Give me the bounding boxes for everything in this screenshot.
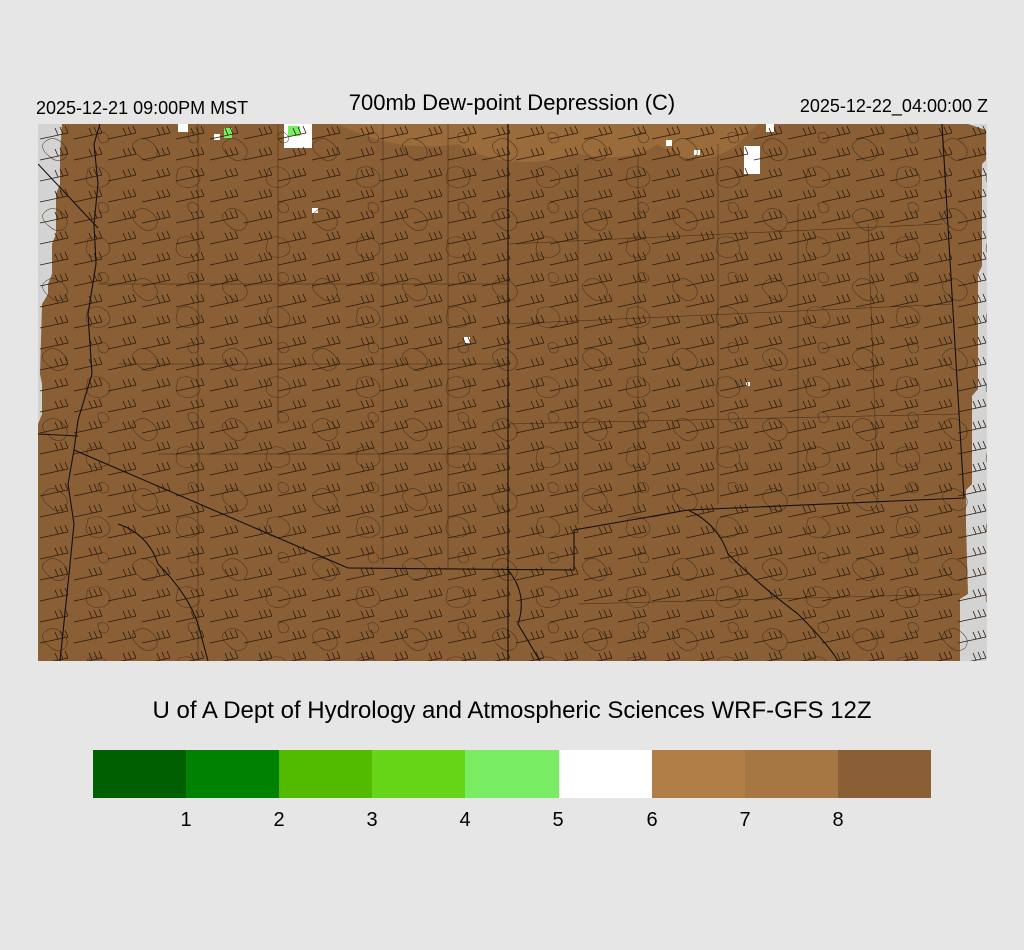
color-swatch	[186, 750, 280, 798]
color-swatch	[837, 750, 931, 798]
colorbar-tick-label: 7	[739, 809, 751, 831]
colorbar-tick-label: 4	[459, 809, 471, 831]
color-swatch	[558, 750, 652, 798]
color-swatch	[744, 750, 838, 798]
colorbar-tick-label: 8	[832, 809, 844, 831]
colorbar-tick-label: 6	[646, 809, 658, 831]
colorbar-tick-label: 2	[273, 809, 285, 831]
state-boundaries	[38, 124, 965, 661]
dewpoint-depression-map	[38, 124, 987, 661]
color-scale-bar	[93, 750, 931, 798]
valid-time-utc: 2025-12-22_04:00:00 Z	[799, 96, 988, 116]
map-title: 700mb Dew-point Depression (C)	[348, 90, 676, 115]
color-swatch	[279, 750, 373, 798]
color-swatch	[465, 750, 559, 798]
color-swatch	[651, 750, 745, 798]
colorbar-tick-label: 5	[552, 809, 564, 831]
colorbar-tick-label: 3	[366, 809, 378, 831]
county-boundaries	[98, 124, 961, 661]
model-credit: U of A Dept of Hydrology and Atmospheric…	[152, 697, 872, 724]
valid-time-local: 2025-12-21 09:00PM MST	[36, 98, 249, 118]
color-swatch	[372, 750, 466, 798]
color-swatch	[93, 750, 187, 798]
colorbar-tick-label: 1	[180, 809, 192, 831]
wind-barbs	[38, 124, 987, 661]
